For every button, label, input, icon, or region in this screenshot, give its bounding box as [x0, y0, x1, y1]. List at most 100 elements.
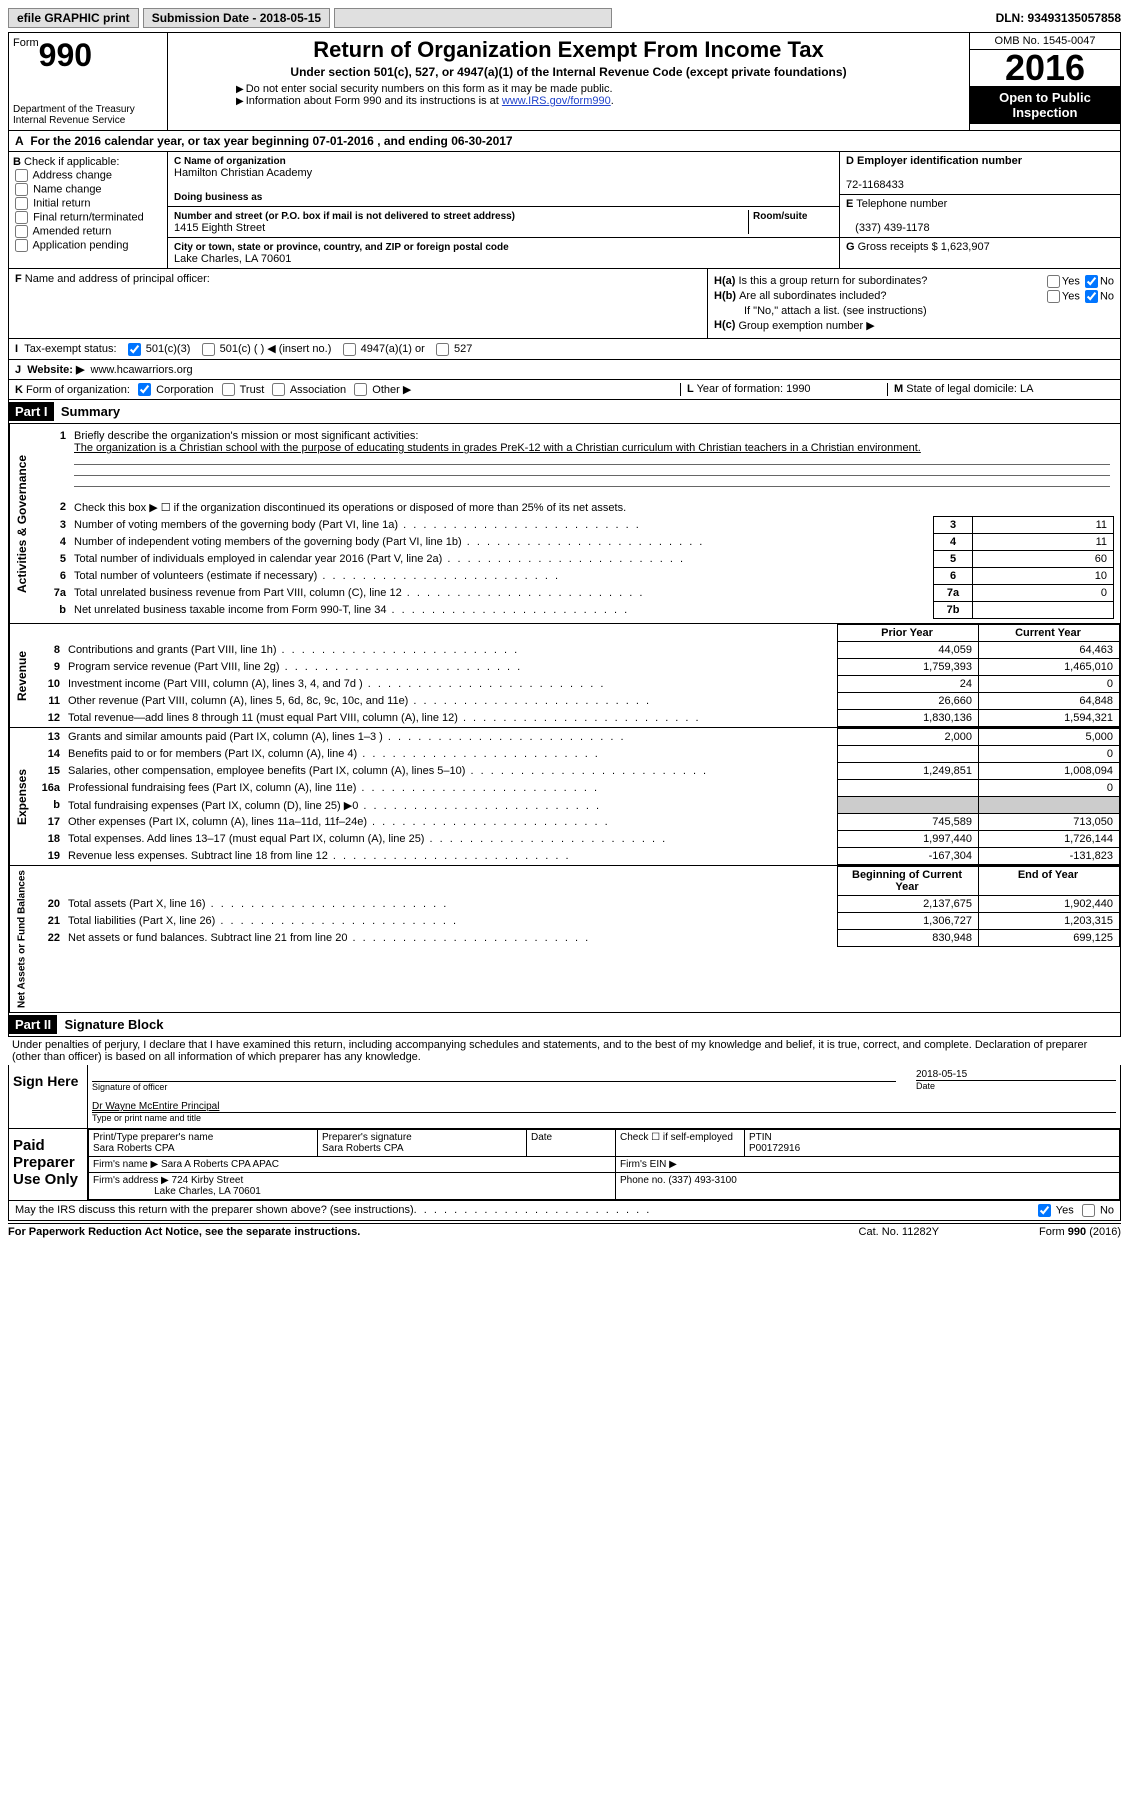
tax-year: 2016 — [970, 50, 1120, 86]
chk-initial[interactable] — [15, 197, 28, 210]
part1-rev: Revenue Prior YearCurrent Year 8Contribu… — [8, 624, 1121, 728]
hb-yes[interactable] — [1047, 290, 1060, 303]
chk-501c3[interactable] — [128, 343, 141, 356]
chk-527[interactable] — [436, 343, 449, 356]
hc-label: Group exemption number ▶ — [738, 319, 874, 332]
g-label: Gross receipts $ — [858, 241, 938, 253]
i-o3: 4947(a)(1) or — [361, 343, 425, 355]
col-prior: Prior Year — [838, 625, 979, 642]
dept-irs: Internal Revenue Service — [13, 115, 163, 126]
prep-sig-label: Preparer's signature — [322, 1132, 412, 1143]
chk-pending[interactable] — [15, 239, 28, 252]
dept-treasury: Department of the Treasury — [13, 104, 163, 115]
firm-phone: (337) 493-3100 — [668, 1175, 736, 1186]
k-o4: Other ▶ — [372, 384, 411, 396]
penalties-text: Under penalties of perjury, I declare th… — [8, 1037, 1121, 1065]
form-title: Return of Organization Exempt From Incom… — [176, 37, 961, 63]
header-right: OMB No. 1545-0047 2016 Open to Public In… — [969, 33, 1120, 130]
a-mid: , and ending — [374, 134, 451, 148]
opt-amended: Amended return — [32, 225, 111, 237]
firm-ein-label: Firm's EIN ▶ — [620, 1159, 677, 1170]
efile-button[interactable]: efile GRAPHIC print — [8, 8, 139, 28]
no-label: No — [1100, 290, 1114, 302]
a-pre: For the 2016 calendar year, or tax year … — [30, 134, 312, 148]
col-h: H(a) Is this a group return for subordin… — [707, 269, 1120, 338]
website-value: www.hcawarriors.org — [91, 364, 193, 376]
discuss-no[interactable] — [1082, 1204, 1095, 1217]
part1-title: Summary — [61, 404, 120, 419]
part2-title: Signature Block — [64, 1017, 163, 1032]
chk-trust[interactable] — [222, 383, 235, 396]
date-label: Date — [916, 1081, 935, 1091]
opt-final: Final return/terminated — [33, 211, 144, 223]
sig-officer-label: Signature of officer — [92, 1082, 167, 1092]
chk-assoc[interactable] — [272, 383, 285, 396]
chk-amended[interactable] — [15, 225, 28, 238]
room-label: Room/suite — [753, 211, 807, 222]
paid-prep-label: Paid Preparer Use Only — [9, 1129, 88, 1200]
irs-link[interactable]: www.IRS.gov/form990 — [502, 95, 611, 107]
col-f: F Name and address of principal officer: — [9, 269, 707, 338]
chk-4947[interactable] — [343, 343, 356, 356]
form-header: Form990 Department of the Treasury Inter… — [8, 32, 1121, 131]
discuss-yes[interactable] — [1038, 1204, 1051, 1217]
chk-501c[interactable] — [202, 343, 215, 356]
part1-exp: Expenses 13Grants and similar amounts pa… — [8, 728, 1121, 866]
m-label: State of legal domicile: — [906, 383, 1017, 395]
prep-sig: Sara Roberts CPA — [322, 1143, 404, 1154]
col-begin: Beginning of Current Year — [838, 867, 979, 896]
chk-final[interactable] — [15, 211, 28, 224]
block-bcd: B Check if applicable: Address change Na… — [8, 152, 1121, 269]
firm-phone-label: Phone no. — [620, 1175, 666, 1186]
e-label: Telephone number — [856, 198, 947, 210]
sig-date: 2018-05-15 — [916, 1069, 967, 1080]
dln-label: DLN: 93493135057858 — [996, 11, 1121, 25]
top-bar: efile GRAPHIC print Submission Date - 20… — [8, 8, 1121, 28]
ha-yes[interactable] — [1047, 275, 1060, 288]
form-subtitle: Under section 501(c), 527, or 4947(a)(1)… — [176, 65, 961, 79]
col-end: End of Year — [979, 867, 1120, 896]
tab-expenses: Expenses — [9, 728, 34, 865]
i-o2: 501(c) ( ) ◀ (insert no.) — [220, 343, 332, 355]
hb-label: Are all subordinates included? — [739, 290, 939, 303]
yes-label: Yes — [1056, 1205, 1074, 1217]
type-name-label: Type or print name and title — [92, 1113, 201, 1123]
hb-no[interactable] — [1085, 290, 1098, 303]
chk-corp[interactable] — [138, 383, 151, 396]
footer-catno: Cat. No. 11282Y — [859, 1226, 940, 1238]
opt-name: Name change — [33, 183, 102, 195]
sign-here-label: Sign Here — [9, 1065, 88, 1128]
check-self: Check ☐ if self-employed — [620, 1132, 733, 1143]
submission-date-button[interactable]: Submission Date - 2018-05-15 — [143, 8, 330, 28]
blank-button — [334, 8, 612, 28]
k-o1: Corporation — [156, 384, 213, 396]
section-a: A For the 2016 calendar year, or tax yea… — [8, 131, 1121, 152]
hb-note: If "No," attach a list. (see instruction… — [744, 305, 1114, 317]
i-o4: 527 — [454, 343, 472, 355]
footer-paperwork: For Paperwork Reduction Act Notice, see … — [8, 1226, 859, 1238]
part1: Part I Summary — [8, 400, 1121, 424]
i-o1: 501(c)(3) — [146, 343, 191, 355]
chk-name-change[interactable] — [15, 183, 28, 196]
l-label: Year of formation: — [697, 383, 783, 395]
discuss-label: May the IRS discuss this return with the… — [15, 1204, 414, 1217]
ha-no[interactable] — [1085, 275, 1098, 288]
prep-name: Sara Roberts CPA — [93, 1143, 175, 1154]
col-b: B Check if applicable: Address change Na… — [9, 152, 168, 268]
c-name-label: Name of organization — [184, 156, 286, 167]
m-value: LA — [1020, 383, 1033, 395]
yes-label: Yes — [1062, 290, 1080, 302]
tab-revenue: Revenue — [9, 624, 34, 727]
firm-name-label: Firm's name ▶ — [93, 1159, 158, 1170]
gross-receipts: 1,623,907 — [941, 241, 990, 253]
form-number: 990 — [39, 37, 92, 73]
row-fh: F Name and address of principal officer:… — [8, 269, 1121, 339]
row-k: K Form of organization: Corporation Trus… — [8, 380, 1121, 401]
chk-other[interactable] — [354, 383, 367, 396]
city-value: Lake Charles, LA 70601 — [174, 253, 291, 265]
opt-initial: Initial return — [33, 197, 90, 209]
chk-address-change[interactable] — [15, 169, 28, 182]
note-ssn: Do not enter social security numbers on … — [246, 83, 613, 95]
k-o2: Trust — [240, 384, 265, 396]
ein-value: 72-1168433 — [846, 179, 904, 191]
